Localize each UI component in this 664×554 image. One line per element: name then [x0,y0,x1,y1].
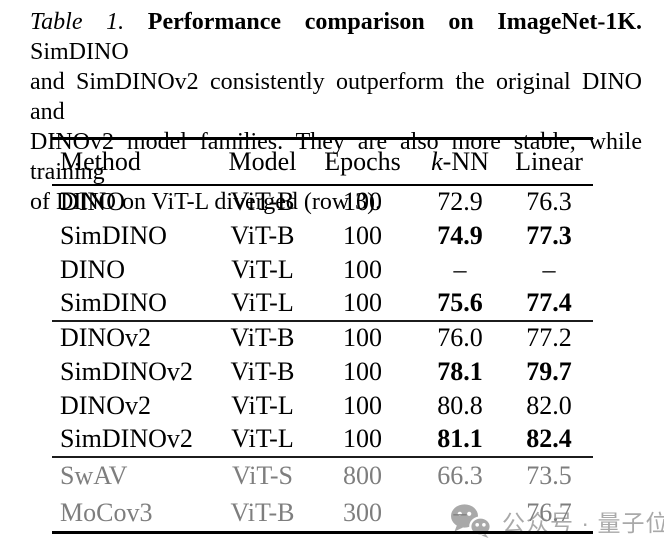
cell-method: SimDINO [60,220,167,250]
cell-epochs: 800 [310,455,415,495]
cell-knn: 66.3 [415,455,505,495]
col-header-method: Method [52,138,215,186]
table-row: SimDINO ViT-B 100 74.9 77.3 [52,219,593,253]
cell-model: ViT-L [231,254,294,284]
group-baselines: SwAV ViT-S 800 66.3 73.5 MoCov3 ViT-B 30… [52,455,593,533]
group-dinov2: DINOv2 ViT-B 100 76.0 77.2 SimDINOv2 ViT… [52,319,593,457]
caption-table-label: Table 1. [30,9,125,35]
knn-k-italic: k [431,146,443,176]
cell-model: ViT-B [230,497,295,527]
col-header-model: Model [215,138,310,186]
cell-method: SwAV [52,455,215,495]
caption-line-2: and SimDINOv2 consistently outperform th… [30,67,642,127]
cell-method: SimDINOv2 [60,424,193,453]
table-row: DINOv2 ViT-B 100 76.0 77.2 [52,319,593,355]
table-row: DINO ViT-B 100 72.9 76.3 [52,185,593,219]
cell-linear: 76.7 [526,497,572,527]
cell-model: ViT-L [231,390,294,420]
table-row: SimDINOv2 ViT-B 100 78.1 79.7 [52,355,593,389]
knn-rest: -NN [442,146,489,176]
cell-method: DINO [60,254,125,284]
caption-text: SimDINO [30,39,129,65]
cell-linear: 77.2 [505,319,593,355]
cell-epochs: 100 [343,220,382,250]
cell-epochs: 100 [343,390,382,420]
table-row: SimDINO ViT-L 100 75.6 77.4 [52,287,593,321]
cell-knn: 76.0 [415,319,505,355]
cell-knn: – [453,254,467,284]
cell-model: ViT-B [230,187,295,216]
cell-method: SimDINO [60,288,167,317]
table-row: DINOv2 ViT-L 100 80.8 82.0 [52,389,593,423]
table-header: Method Model Epochs k-NN Linear [52,138,593,186]
cell-knn: – [453,497,467,527]
cell-knn: 81.1 [437,424,483,453]
cell-linear: 79.7 [526,356,572,386]
caption-text: and SimDINOv2 consistently outperform th… [30,69,642,125]
cell-linear: 77.3 [526,220,572,250]
cell-epochs: 300 [343,497,382,527]
cell-method: DINOv2 [60,390,151,420]
cell-model: ViT-L [231,424,294,453]
cell-model: ViT-B [215,319,310,355]
cell-linear: 82.0 [526,390,572,420]
header-row: Method Model Epochs k-NN Linear [52,138,593,186]
caption-line-1: Table 1. Performance comparison on Image… [30,7,642,67]
cell-epochs: 100 [343,288,382,317]
col-header-epochs: Epochs [310,138,415,186]
cell-knn: 72.9 [437,187,483,216]
caption-text: of DINO on ViT-L diverged (row 3). [30,189,382,215]
table-row: DINO ViT-L 100 – – [52,253,593,287]
cell-knn: 80.8 [437,390,483,420]
table-row: SimDINOv2 ViT-L 100 81.1 82.4 [52,423,593,457]
cell-linear: 82.4 [526,424,572,453]
cell-linear: – [542,254,556,284]
cell-epochs: 100 [343,356,382,386]
cell-knn: 78.1 [437,356,483,386]
group-dino: DINO ViT-B 100 72.9 76.3 SimDINO ViT-B 1… [52,185,593,321]
cell-epochs: 100 [343,424,382,453]
cell-model: ViT-B [230,220,295,250]
cell-method: SimDINOv2 [60,356,193,386]
cell-linear: 77.4 [526,288,572,317]
cell-knn: 75.6 [437,288,483,317]
cell-knn: 74.9 [437,220,483,250]
cell-linear: 73.5 [505,455,593,495]
cell-linear: 76.3 [526,187,572,216]
cell-epochs: 100 [343,187,382,216]
caption-title: Performance comparison on ImageNet-1K. [147,9,642,35]
cell-method: MoCov3 [60,497,153,527]
cell-epochs: 100 [343,254,382,284]
cell-model: ViT-S [215,455,310,495]
cell-model: ViT-B [230,356,295,386]
cell-model: ViT-L [231,288,294,317]
table-row: MoCov3 ViT-B 300 – 76.7 [52,495,593,533]
caption-line-4: of DINO on ViT-L diverged (row 3). [30,187,642,217]
table-row: SwAV ViT-S 800 66.3 73.5 [52,455,593,495]
cell-method: DINO [60,187,125,216]
results-table: Method Model Epochs k-NN Linear DINO ViT… [52,137,593,534]
col-header-linear: Linear [505,138,593,186]
cell-epochs: 100 [310,319,415,355]
col-header-knn: k-NN [415,138,505,186]
cell-method: DINOv2 [52,319,215,355]
